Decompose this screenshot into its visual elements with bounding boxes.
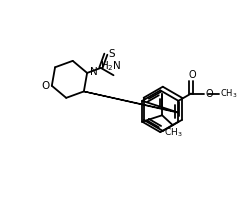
- Text: H$_2$N: H$_2$N: [100, 59, 122, 73]
- Text: O: O: [206, 89, 213, 99]
- Text: CH$_3$: CH$_3$: [221, 87, 238, 100]
- Polygon shape: [84, 91, 178, 113]
- Text: O: O: [41, 81, 49, 91]
- Text: N: N: [90, 67, 97, 77]
- Text: S: S: [108, 49, 115, 59]
- Text: O: O: [188, 70, 196, 80]
- Text: CH$_3$: CH$_3$: [164, 127, 182, 139]
